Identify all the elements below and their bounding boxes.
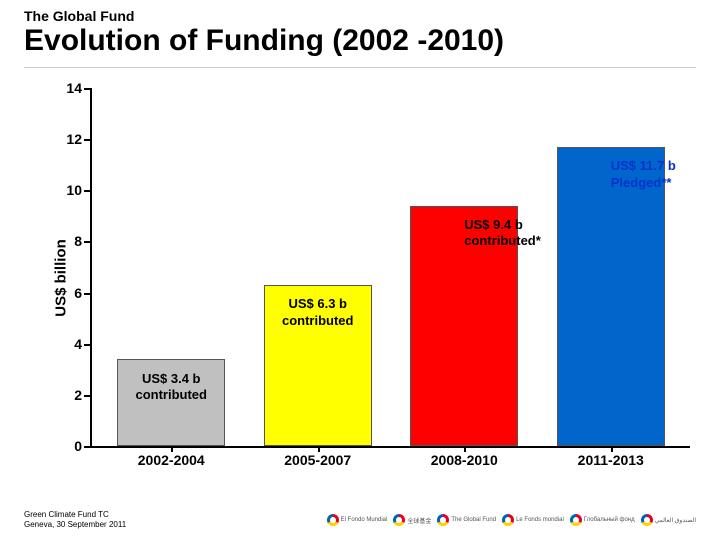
partner-logo: الصندوق العالمي — [641, 514, 696, 526]
bar — [557, 147, 665, 446]
footer: Green Climate Fund TC Geneva, 30 Septemb… — [24, 506, 696, 534]
footer-line-1: Green Climate Fund TC — [24, 510, 126, 520]
y-tick — [84, 446, 92, 448]
partner-logo-text: الصندوق العالمي — [655, 517, 696, 524]
y-tick — [84, 293, 92, 295]
x-tick-label: 2008-2010 — [431, 452, 498, 468]
y-tick-label: 2 — [58, 387, 82, 403]
y-tick-label: 12 — [58, 131, 82, 147]
globalfund-swirl-icon — [502, 514, 514, 526]
globalfund-swirl-icon — [327, 514, 339, 526]
y-tick-label: 8 — [58, 233, 82, 249]
footer-text: Green Climate Fund TC Geneva, 30 Septemb… — [24, 510, 126, 529]
partner-logo-text: 全球基金 — [407, 516, 431, 525]
y-tick — [84, 395, 92, 397]
y-tick — [84, 190, 92, 192]
globalfund-swirl-icon — [393, 514, 405, 526]
globalfund-swirl-icon — [641, 514, 653, 526]
logo-strip: El Fondo Mundial 全球基金 The Global Fund Le Fo… — [327, 514, 696, 526]
partner-logo: Le Fonds mondial — [502, 514, 564, 526]
y-tick-label: 10 — [58, 182, 82, 198]
plot-area: 02468101214US$ 3.4 bcontributed2002-2004… — [90, 88, 690, 448]
y-tick — [84, 88, 92, 90]
y-tick-label: 0 — [58, 438, 82, 454]
partner-logo-text: Глобальный фонд — [584, 517, 635, 523]
y-tick-label: 4 — [58, 336, 82, 352]
partner-logo: 全球基金 — [393, 514, 431, 526]
chart-container: US$ billion 02468101214US$ 3.4 bcontribu… — [30, 78, 690, 478]
title-divider — [24, 67, 696, 68]
partner-logo: The Global Fund — [437, 514, 496, 526]
bar-value-label: US$ 9.4 bcontributed* — [464, 217, 548, 250]
y-tick-label: 6 — [58, 285, 82, 301]
y-tick — [84, 139, 92, 141]
partner-logo-text: El Fondo Mundial — [341, 517, 388, 523]
partner-logo: El Fondo Mundial — [327, 514, 388, 526]
y-tick — [84, 344, 92, 346]
y-axis-label: US$ billion — [52, 239, 69, 317]
x-tick-label: 2005-2007 — [284, 452, 351, 468]
x-tick-label: 2011-2013 — [578, 452, 644, 468]
partner-logo: Глобальный фонд — [570, 514, 635, 526]
page-title: Evolution of Funding (2002 -2010) — [24, 24, 696, 57]
x-tick-label: 2002-2004 — [138, 452, 205, 468]
org-name: The Global Fund — [24, 8, 696, 24]
bar-value-label: US$ 11.7 bPledged** — [611, 158, 695, 191]
globalfund-swirl-icon — [437, 514, 449, 526]
y-tick — [84, 241, 92, 243]
bar-value-label: US$ 3.4 bcontributed — [117, 371, 225, 404]
partner-logo-text: Le Fonds mondial — [516, 517, 564, 523]
header: The Global Fund Evolution of Funding (20… — [0, 0, 720, 61]
footer-line-2: Geneva, 30 September 2011 — [24, 520, 126, 530]
globalfund-swirl-icon — [570, 514, 582, 526]
partner-logo-text: The Global Fund — [451, 517, 496, 523]
bar-value-label: US$ 6.3 bcontributed — [264, 296, 372, 329]
y-tick-label: 14 — [58, 80, 82, 96]
